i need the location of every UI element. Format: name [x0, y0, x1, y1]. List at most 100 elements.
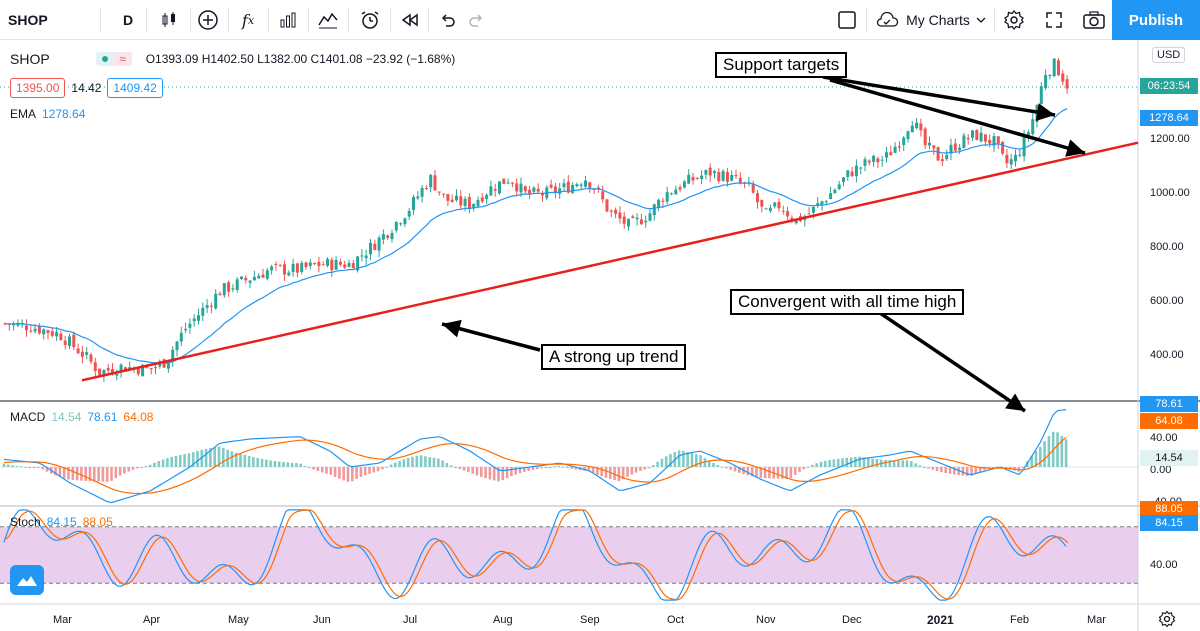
currency-label[interactable]: USD	[1152, 47, 1186, 63]
divider	[100, 8, 101, 32]
candle-body	[958, 147, 962, 151]
spread-value: 14.42	[71, 81, 102, 95]
add-compare-icon[interactable]	[192, 0, 224, 40]
macd-hist-bar	[282, 462, 285, 467]
candle-body	[906, 131, 910, 140]
ask-price[interactable]: 1409.42	[107, 78, 163, 98]
macd-hist-bar	[462, 467, 466, 471]
chart-area[interactable]: SHOP ≈ O1393.09 H1402.50 L1382.00 C1401.…	[0, 40, 1200, 631]
my-charts-button[interactable]: My Charts	[870, 0, 990, 40]
candle-body	[824, 201, 828, 203]
bid-price[interactable]: 1395.00	[10, 78, 66, 98]
macd-hist-bar	[725, 467, 728, 469]
candle-body	[558, 188, 562, 194]
candle-body	[455, 195, 458, 201]
candle-body	[369, 242, 372, 255]
macd-hist-bar	[93, 467, 96, 482]
fullscreen-layout-icon[interactable]	[832, 0, 862, 40]
legend-visibility-toggle[interactable]: ≈	[95, 52, 132, 66]
chart-canvas[interactable]	[0, 40, 1200, 631]
candle-body	[949, 144, 953, 154]
macd-hist-bar	[613, 467, 616, 481]
macd-hist-bar	[759, 467, 763, 478]
arrow-support-2-head	[1065, 139, 1085, 157]
macd-hist-bar	[527, 467, 530, 471]
candle-body	[119, 364, 123, 373]
macd-hist-bar	[54, 467, 57, 476]
macd-hist-bar	[187, 453, 191, 467]
symbol-search-button[interactable]: SHOP	[8, 0, 78, 40]
macd-hist-bar	[161, 459, 165, 467]
settings-gear-icon[interactable]	[998, 0, 1030, 40]
candle-body	[29, 330, 33, 332]
macd-hist-bar	[458, 467, 462, 470]
macd-hist-bar	[888, 460, 892, 467]
financials-icon[interactable]	[272, 0, 304, 40]
divider	[268, 8, 269, 32]
macd-hist-bar	[716, 464, 720, 467]
macd-hist-bar	[802, 467, 806, 470]
candle-body	[768, 207, 772, 211]
candle-body	[506, 182, 510, 184]
candle-body	[386, 235, 390, 238]
macd-hist-bar	[299, 463, 302, 467]
annotation-uptrend[interactable]: A strong up trend	[541, 344, 687, 370]
candle-body	[562, 183, 566, 188]
candle-body	[111, 368, 114, 374]
divider	[428, 8, 429, 32]
macd-hist-bar	[587, 467, 591, 472]
macd-line-tag: 78.61	[1140, 396, 1198, 412]
candle-body	[756, 193, 759, 203]
candle-body	[854, 165, 858, 177]
candle-type-icon[interactable]	[152, 0, 186, 40]
interval-button[interactable]: D	[112, 0, 144, 40]
replay-icon[interactable]	[394, 0, 426, 40]
annotation-support-targets[interactable]: Support targets	[715, 52, 848, 78]
time-tick: Feb	[1010, 614, 1029, 626]
macd-hist-bar	[415, 455, 419, 467]
fullscreen-icon[interactable]	[1038, 0, 1070, 40]
camera-icon[interactable]	[1078, 0, 1110, 40]
divider	[190, 8, 191, 32]
tradingview-logo-icon[interactable]	[10, 565, 44, 595]
macd-hist-bar	[381, 467, 384, 470]
macd-hist-bar	[131, 467, 135, 470]
macd-hist-bar	[303, 465, 307, 467]
templates-icon[interactable]	[312, 0, 344, 40]
macd-tick: 40.00	[1150, 432, 1178, 444]
candle-body	[1031, 119, 1035, 135]
candle-body	[1005, 154, 1009, 164]
undo-icon[interactable]	[432, 0, 462, 40]
publish-button[interactable]: Publish	[1112, 0, 1200, 40]
candle-body	[463, 198, 467, 206]
candle-body	[98, 368, 102, 375]
axis-settings-gear-icon[interactable]	[1158, 610, 1176, 631]
macd-hist-bar	[832, 459, 836, 467]
candle-body	[240, 276, 243, 279]
macd-hist-bar	[32, 467, 36, 468]
candle-body	[424, 187, 428, 189]
alert-icon[interactable]	[354, 0, 386, 40]
candle-body	[437, 191, 441, 193]
macd-hist-bar	[781, 467, 784, 479]
candle-body	[794, 218, 798, 224]
candle-body	[1018, 154, 1022, 156]
macd-hist-bar	[600, 467, 603, 477]
annotation-convergent[interactable]: Convergent with all time high	[730, 289, 965, 315]
candle-body	[945, 154, 949, 160]
candle-body	[807, 213, 811, 215]
macd-hist-bar	[209, 448, 212, 467]
macd-hist-bar	[798, 467, 801, 472]
macd-hist-bar	[720, 466, 724, 468]
candle-body	[106, 367, 110, 371]
macd-hist-bar	[978, 467, 982, 472]
macd-hist-bar	[914, 463, 917, 467]
macd-hist-bar	[647, 467, 651, 469]
candle-body	[846, 170, 850, 177]
redo-icon[interactable]	[462, 0, 492, 40]
candle-body	[498, 181, 501, 194]
macd-hist-bar	[669, 454, 672, 467]
macd-hist-bar	[136, 467, 139, 469]
macd-hist-bar	[845, 457, 849, 467]
